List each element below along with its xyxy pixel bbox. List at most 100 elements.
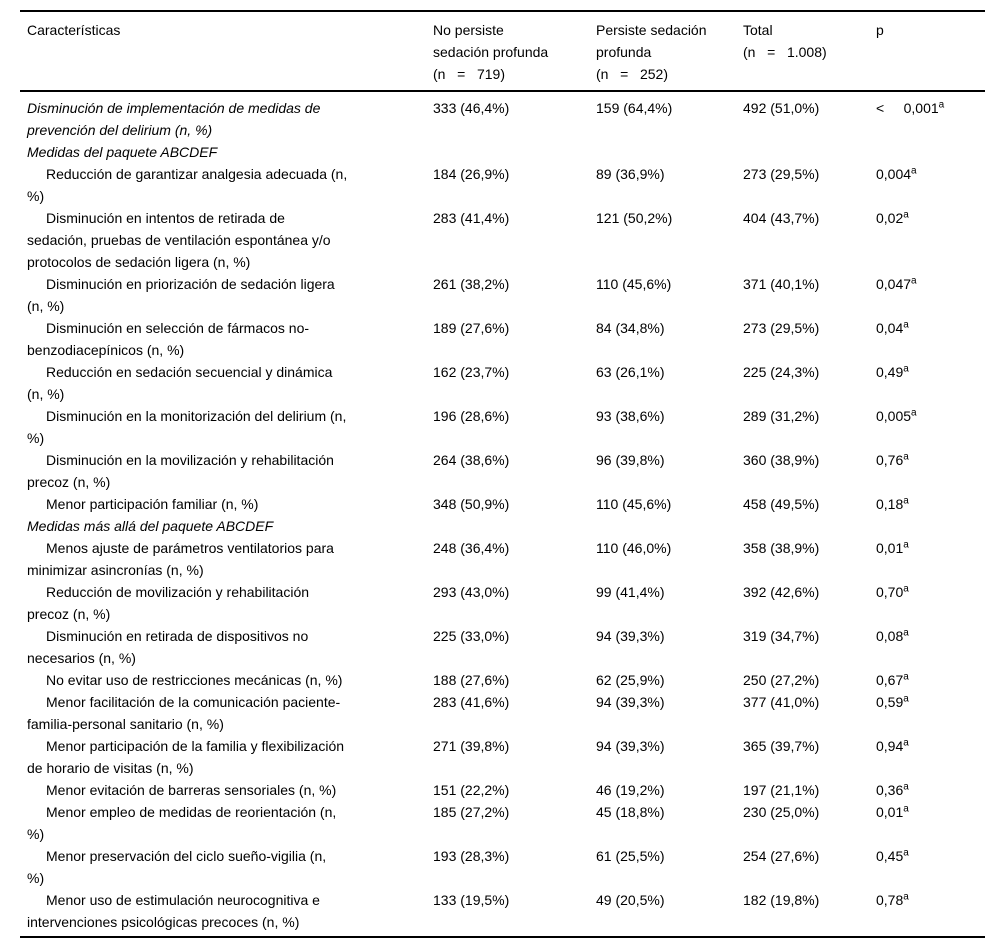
no-persiste-value: 271 (39,8%) [433, 738, 510, 754]
total-value: 371 (40,1%) [743, 276, 820, 292]
persiste-value: 110 (45,6%) [596, 496, 672, 512]
total-value: 230 (25,0%) [743, 804, 820, 820]
table-row: Disminución en la monitorización del del… [20, 405, 985, 449]
table-row: Reducción en sedación secuencial y dinám… [20, 361, 985, 405]
table-row: Menos ajuste de parámetros ventilatorios… [20, 537, 985, 581]
table-row: Menor uso de estimulación neurocognitiva… [20, 889, 985, 938]
persiste-value: 84 (34,8%) [596, 320, 665, 336]
p-value: 0,18a [876, 493, 985, 515]
p-value [876, 515, 985, 537]
row-label: Medidas del paquete ABCDEF [27, 144, 218, 160]
p-superscript-a: a [903, 627, 909, 639]
p-value: 0,02a [876, 207, 985, 273]
p-value: 0,08a [876, 625, 985, 669]
p-superscript-a: a [911, 275, 917, 287]
table-row: Menor empleo de medidas de reorientación… [20, 801, 985, 845]
total-value: 377 (41,0%) [743, 694, 820, 710]
no-persiste-value: 348 (50,9%) [433, 496, 510, 512]
p-superscript-a: a [903, 671, 909, 683]
no-persiste-value [433, 141, 596, 163]
row-label: Disminución en la movilización y rehabil… [27, 452, 334, 490]
total-value: 319 (34,7%) [743, 628, 820, 644]
table-body: Disminución de implementación de medidas… [20, 91, 985, 938]
total-value: 273 (29,5%) [743, 166, 820, 182]
persiste-value: 110 (46,0%) [596, 540, 672, 556]
row-label: Disminución de implementación de medidas… [27, 100, 321, 138]
column-header-total: Total (n = 1.008) [743, 10, 876, 92]
p-value: 0,004a [876, 163, 985, 207]
no-persiste-value: 283 (41,6%) [433, 694, 510, 710]
p-value-text: 0,94 [876, 738, 904, 754]
p-value-text: 0,01 [876, 540, 904, 556]
table-row: Reducción de garantizar analgesia adecua… [20, 163, 985, 207]
p-value-text: < 0,001 [876, 100, 939, 116]
p-value: 0,49a [876, 361, 985, 405]
total-value: 250 (27,2%) [743, 672, 820, 688]
no-persiste-value: 188 (27,6%) [433, 672, 510, 688]
row-label: Reducción de movilización y rehabilitaci… [27, 584, 310, 622]
p-value-text: 0,36 [876, 782, 904, 798]
table-row: Menor evitación de barreras sensoriales … [20, 779, 985, 801]
no-persiste-value: 196 (28,6%) [433, 408, 510, 424]
p-superscript-a: a [903, 319, 909, 331]
table-row: Disminución en intentos de retirada de s… [20, 207, 985, 273]
p-value-text: 0,49 [876, 364, 904, 380]
no-persiste-value: 333 (46,4%) [433, 100, 510, 116]
persiste-value: 94 (39,3%) [596, 628, 665, 644]
row-label: Menor participación de la familia y flex… [27, 738, 345, 776]
total-value: 197 (21,1%) [743, 782, 820, 798]
table-row: Menor facilitación de la comunicación pa… [20, 691, 985, 735]
no-persiste-value: 184 (26,9%) [433, 166, 510, 182]
persiste-value: 63 (26,1%) [596, 364, 665, 380]
persiste-value: 49 (20,5%) [596, 889, 743, 938]
row-label: Menor empleo de medidas de reorientación… [27, 804, 337, 842]
p-superscript-a: a [903, 781, 909, 793]
p-value-text: 0,59 [876, 694, 904, 710]
total-value: 360 (38,9%) [743, 452, 820, 468]
total-value: 358 (38,9%) [743, 540, 820, 556]
p-value: 0,005a [876, 405, 985, 449]
total-value: 492 (51,0%) [743, 100, 820, 116]
p-superscript-a: a [911, 407, 917, 419]
p-value: 0,047a [876, 273, 985, 317]
p-value: 0,76a [876, 449, 985, 493]
header-row: Características No persiste sedación pro… [20, 10, 985, 92]
p-value [876, 141, 985, 163]
row-label: Menor preservación del ciclo sueño-vigil… [27, 848, 327, 886]
column-header-caracteristicas: Características [20, 10, 433, 92]
table-row: Menor preservación del ciclo sueño-vigil… [20, 845, 985, 889]
row-label: Medidas más allá del paquete ABCDEF [27, 518, 274, 534]
no-persiste-value: 193 (28,3%) [433, 848, 510, 864]
table-row: Disminución en priorización de sedación … [20, 273, 985, 317]
p-superscript-a: a [903, 451, 909, 463]
row-label: Menos ajuste de parámetros ventilatorios… [27, 540, 334, 578]
persiste-value [596, 141, 743, 163]
p-value: 0,94a [876, 735, 985, 779]
total-value: 392 (42,6%) [743, 584, 820, 600]
persiste-value: 99 (41,4%) [596, 584, 665, 600]
p-superscript-a: a [903, 539, 909, 551]
p-value-text: 0,76 [876, 452, 904, 468]
results-table: Características No persiste sedación pro… [20, 10, 985, 938]
row-label: No evitar uso de restricciones mecánicas… [46, 672, 343, 688]
row-label: Reducción de garantizar analgesia adecua… [27, 166, 348, 204]
p-value-text: 0,02 [876, 210, 904, 226]
p-value-text: 0,04 [876, 320, 904, 336]
row-label: Disminución en priorización de sedación … [27, 276, 335, 314]
total-value: 289 (31,2%) [743, 408, 820, 424]
persiste-value: 110 (45,6%) [596, 276, 672, 292]
p-value: 0,78a [876, 889, 985, 938]
p-value-text: 0,01 [876, 804, 904, 820]
p-superscript-a: a [911, 165, 917, 177]
p-superscript-a: a [903, 737, 909, 749]
no-persiste-value: 189 (27,6%) [433, 320, 510, 336]
row-label: Menor uso de estimulación neurocognitiva… [20, 889, 433, 938]
persiste-value: 93 (38,6%) [596, 408, 665, 424]
no-persiste-value: 185 (27,2%) [433, 804, 510, 820]
no-persiste-value: 293 (43,0%) [433, 584, 510, 600]
persiste-value: 96 (39,8%) [596, 452, 665, 468]
total-value [743, 141, 876, 163]
row-label: Menor facilitación de la comunicación pa… [27, 694, 341, 732]
persiste-value [596, 515, 743, 537]
p-value-text: 0,08 [876, 628, 904, 644]
